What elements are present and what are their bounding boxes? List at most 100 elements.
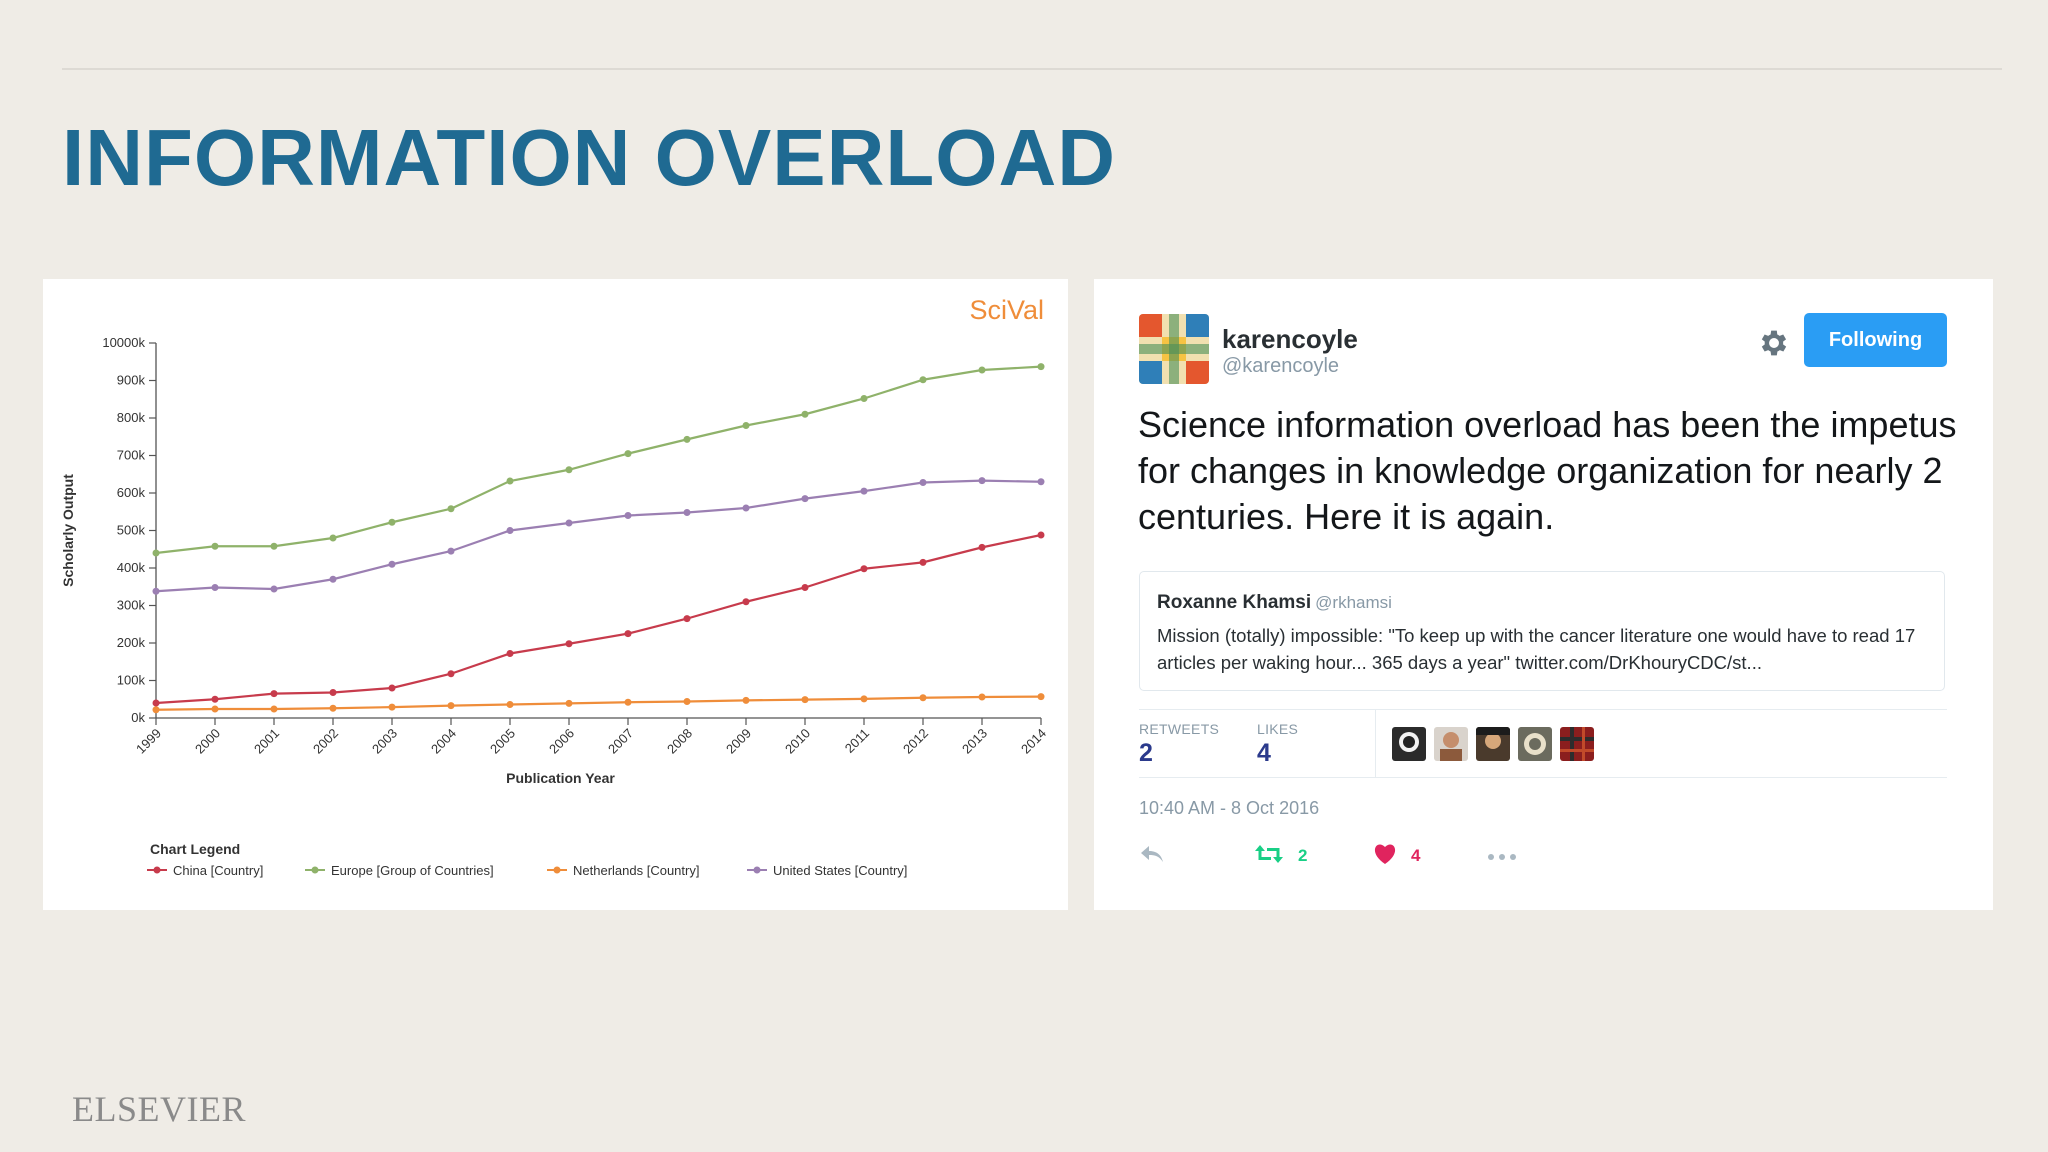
- following-button[interactable]: Following: [1804, 313, 1947, 367]
- data-point: [506, 650, 514, 657]
- data-point: [447, 547, 455, 555]
- data-point: [447, 670, 455, 678]
- retweets-count[interactable]: 2: [1139, 739, 1153, 767]
- data-point: [860, 487, 868, 495]
- x-tick-label: 2011: [842, 726, 872, 756]
- avatar[interactable]: [1139, 314, 1209, 384]
- legend-item: United States [Country]: [773, 863, 907, 878]
- y-tick-label: 100k: [117, 673, 146, 688]
- liker-avatar[interactable]: [1560, 727, 1594, 761]
- x-tick-label: 2012: [900, 726, 931, 757]
- data-point: [624, 512, 632, 519]
- reply-button[interactable]: [1139, 841, 1165, 871]
- data-point: [1037, 478, 1045, 486]
- quote-author-name: Roxanne Khamsi: [1157, 592, 1312, 613]
- series-line: [155, 479, 1042, 593]
- y-tick-label: 0k: [131, 710, 145, 725]
- tweet-timestamp[interactable]: 10:40 AM - 8 Oct 2016: [1139, 798, 1320, 818]
- x-tick-label: 2002: [310, 726, 341, 757]
- data-point: [624, 450, 632, 458]
- data-point: [624, 698, 632, 706]
- tweet-panel: karencoyle @karencoyle Following Science…: [1094, 279, 1993, 910]
- stats-divider: [1375, 710, 1376, 777]
- chart-panel: SciVal 0k 100k 200k 300k 400k 500k 600k 700k 800…: [43, 279, 1068, 910]
- quote-author-handle: @rkhamsi: [1315, 593, 1392, 612]
- stats-bottom-divider: [1139, 777, 1947, 778]
- liker-avatar[interactable]: [1518, 727, 1552, 761]
- x-tick-label: 2006: [546, 726, 577, 757]
- liker-avatar[interactable]: [1434, 727, 1468, 761]
- data-point: [919, 694, 927, 702]
- data-point: [329, 575, 337, 583]
- data-point: [447, 702, 455, 710]
- data-point: [1037, 363, 1045, 371]
- x-tick-label: 2003: [369, 726, 400, 757]
- like-button[interactable]: 4: [1373, 841, 1420, 871]
- data-point: [211, 542, 219, 550]
- data-point: [388, 518, 396, 526]
- y-tick-label: 200k: [117, 635, 146, 650]
- data-point: [152, 706, 160, 714]
- data-point: [683, 509, 691, 516]
- tweet-text: Science information overload has been th…: [1138, 404, 1957, 537]
- data-point: [565, 466, 573, 474]
- legend-swatch-marker: [153, 866, 161, 874]
- heart-icon: [1373, 843, 1397, 870]
- likes-count[interactable]: 4: [1257, 739, 1271, 767]
- data-point: [978, 477, 986, 485]
- legend-swatch-marker: [311, 866, 319, 874]
- data-point: [270, 690, 278, 698]
- data-point: [329, 534, 337, 542]
- data-point: [742, 598, 750, 606]
- series-line: [155, 365, 1042, 555]
- display-name[interactable]: karencoyle: [1222, 324, 1358, 354]
- data-point: [211, 695, 219, 703]
- series-line: [155, 695, 1042, 711]
- gear-icon[interactable]: [1757, 326, 1791, 360]
- data-point: [801, 696, 809, 704]
- y-tick-label: 10000k: [102, 335, 145, 350]
- more-button[interactable]: [1487, 841, 1517, 871]
- x-tick-label: 2010: [782, 726, 813, 757]
- scival-logo: SciVal: [969, 295, 1044, 325]
- data-point: [919, 479, 927, 486]
- x-axis-label: Publication Year: [506, 770, 615, 786]
- retweet-button[interactable]: 2: [1254, 841, 1307, 871]
- data-point: [860, 695, 868, 703]
- data-point: [801, 584, 809, 591]
- retweet-count: 2: [1298, 846, 1308, 865]
- x-tick-label: 2005: [487, 726, 518, 757]
- data-point: [506, 527, 514, 534]
- y-tick-label: 700k: [117, 448, 146, 463]
- x-tick-label: 2001: [251, 726, 282, 757]
- data-point: [152, 549, 160, 557]
- x-tick-label: 2004: [428, 726, 459, 757]
- data-point: [860, 565, 868, 573]
- slide-title: INFORMATION OVERLOAD: [62, 113, 1117, 202]
- data-point: [270, 705, 278, 713]
- legend-swatch-marker: [753, 866, 761, 874]
- legend-swatch-marker: [553, 866, 561, 874]
- data-point: [742, 504, 750, 512]
- data-point: [388, 703, 396, 711]
- data-point: [1037, 531, 1045, 539]
- y-tick-label: 600k: [117, 485, 146, 500]
- data-point: [683, 615, 691, 623]
- data-point: [211, 705, 219, 713]
- data-point: [211, 584, 219, 591]
- liker-avatar[interactable]: [1392, 727, 1426, 761]
- legend-title: Chart Legend: [150, 841, 240, 857]
- data-point: [742, 696, 750, 704]
- data-point: [506, 477, 514, 485]
- data-point: [152, 699, 160, 707]
- data-point: [742, 422, 750, 429]
- data-point: [152, 587, 160, 595]
- data-point: [683, 435, 691, 443]
- like-count: 4: [1411, 846, 1421, 865]
- data-point: [624, 630, 632, 638]
- y-tick-label: 500k: [117, 523, 146, 538]
- user-handle[interactable]: @karencoyle: [1222, 355, 1340, 377]
- retweets-label: RETWEETS: [1139, 721, 1220, 737]
- liker-avatar[interactable]: [1476, 727, 1510, 761]
- quoted-tweet[interactable]: Roxanne Khamsi @rkhamsi Mission (totally)…: [1139, 571, 1945, 691]
